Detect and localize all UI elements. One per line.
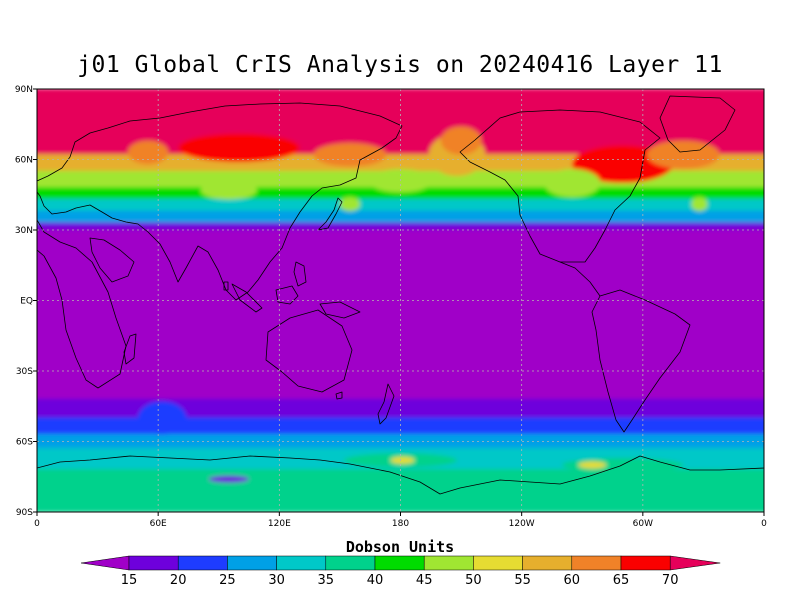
ozone-feature-6	[646, 140, 720, 169]
colorbar-swatch-3	[227, 555, 277, 571]
colorbar-swatch-4	[276, 555, 327, 571]
colorbar-swatch-5	[325, 555, 376, 571]
ozone-band-10	[37, 433, 764, 450]
colorbar-units-label: Dobson Units	[346, 538, 454, 556]
colorbar-tick-label: 40	[367, 573, 384, 588]
ozone-feature-2	[313, 143, 387, 167]
coastline-borneo	[275, 285, 299, 305]
colorbar-swatch-10	[571, 555, 622, 571]
colorbar-swatch-6	[374, 555, 425, 571]
colorbar-tick-label: 35	[318, 573, 335, 588]
coastline-north-america	[459, 109, 661, 263]
colorbar-swatch-7	[423, 555, 474, 571]
coastline-tasmania	[335, 391, 343, 400]
latitude-labels: 90N 60N 30N EQ 30S 60S 90S	[15, 85, 33, 518]
coastline-australia	[265, 309, 353, 393]
lon-label: 60E	[150, 519, 167, 529]
lon-label: 0	[761, 519, 767, 529]
ozone-feature-15	[390, 456, 415, 464]
ozone-feature-10	[339, 197, 361, 212]
colorbar-swatch-2	[177, 555, 228, 571]
lon-label: 180	[392, 519, 409, 529]
coastline-south-america	[591, 289, 691, 433]
colorbar-tick-label: 45	[416, 573, 433, 588]
ozone-band-5	[37, 210, 764, 224]
colorbar-tick-label: 70	[662, 573, 679, 588]
coastline-new-guinea	[319, 301, 361, 319]
coastline-antarctica	[37, 455, 764, 495]
colorbar-tick-label: 50	[465, 573, 482, 588]
colorbar-swatch-8	[473, 555, 523, 571]
coastline-africa	[37, 219, 127, 389]
ozone-feature-12	[137, 401, 187, 435]
coastline-central-america	[559, 261, 601, 297]
colorbar-tick-label: 25	[219, 573, 236, 588]
colorbar-tick-label: 65	[613, 573, 630, 588]
lon-label: 0	[34, 519, 40, 529]
ozone-feature-0	[127, 140, 169, 165]
ozone-feature-17	[208, 475, 250, 483]
lon-label: 120W	[509, 519, 535, 529]
colorbar-swatch-9	[522, 555, 573, 571]
lat-label: 60N	[15, 156, 33, 166]
colorbar-tick-label: 20	[170, 573, 187, 588]
colorbar-arrow-high	[669, 555, 721, 571]
colorbar-tick-label: 30	[268, 573, 285, 588]
graticule	[37, 89, 764, 512]
colorbar	[80, 555, 721, 571]
lat-label: 60S	[16, 438, 33, 448]
ozone-feature-1	[178, 133, 300, 162]
coastline-japan	[317, 197, 343, 231]
map-title: j01 Global CrIS Analysis on 20240416 Lay…	[77, 52, 723, 78]
colorbar-tick-label: 15	[121, 573, 138, 588]
coastline-sumatra	[231, 283, 263, 313]
coastline-arabia	[89, 237, 135, 283]
lat-label: 90S	[16, 508, 33, 518]
longitude-labels: 0 60E 120E 180 120W 60W 0	[34, 519, 767, 529]
coastline-eurasia	[37, 102, 403, 301]
lat-label: EQ	[20, 297, 33, 307]
coastline-madagascar	[123, 333, 137, 365]
ozone-feature-8	[200, 180, 258, 200]
coastline-new-zealand	[377, 383, 395, 425]
lon-label: 60W	[633, 519, 653, 529]
coastline-philippines	[293, 261, 307, 287]
coastline-greenland	[659, 95, 736, 153]
axis-ticks	[33, 88, 765, 516]
lat-label: 90N	[15, 85, 33, 95]
ozone-feature-11	[691, 197, 708, 212]
colorbar-swatch-1	[128, 555, 179, 571]
ozone-band-8	[37, 398, 764, 419]
ozone-band-9	[37, 417, 764, 435]
coastline-sri-lanka	[223, 281, 229, 291]
coastlines	[37, 95, 764, 495]
colorbar-tick-label: 60	[564, 573, 581, 588]
lat-label: 30N	[15, 226, 33, 236]
colorbar-tick-labels: 15 20 25 30 35 40 45 50 55 60 65 70	[121, 573, 679, 588]
colorbar-tick-label: 55	[514, 573, 531, 588]
ozone-feature-16	[578, 461, 607, 469]
ozone-feature-4	[440, 126, 482, 155]
colorbar-swatch-11	[620, 555, 671, 571]
ozone-band-6	[37, 222, 764, 231]
lat-label: 30S	[16, 367, 33, 377]
ozone-feature-7	[543, 168, 601, 198]
lon-label: 120E	[268, 519, 291, 529]
colorbar-arrow-low	[80, 555, 130, 571]
